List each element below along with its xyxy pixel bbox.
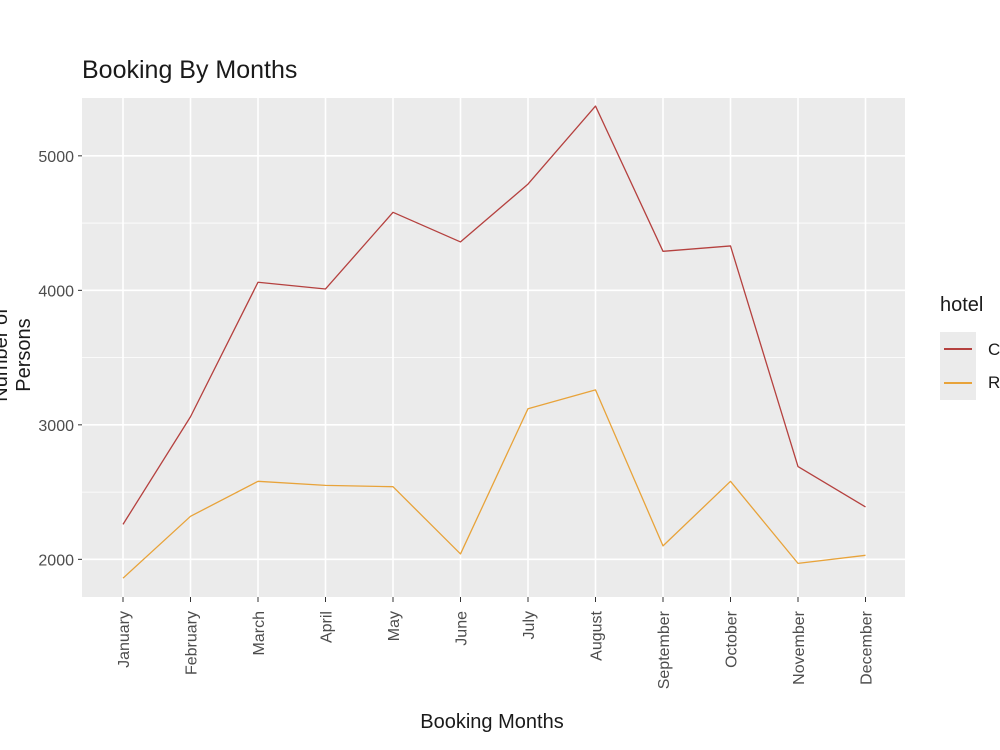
- x-tick-label: December: [859, 610, 876, 684]
- x-tick-label: February: [184, 611, 201, 675]
- legend-key-r: [940, 366, 976, 400]
- x-tick-label: March: [251, 611, 268, 655]
- x-tick-label: September: [656, 610, 673, 689]
- x-tick-label: May: [386, 611, 403, 641]
- x-tick-label: October: [724, 610, 741, 668]
- chart-title: Booking By Months: [82, 56, 298, 84]
- x-axis-label: Booking Months: [420, 711, 564, 733]
- x-tick-label: June: [454, 611, 471, 646]
- legend: hotel C R: [940, 292, 1000, 412]
- x-tick-label: January: [116, 611, 133, 668]
- y-tick-label: 5000: [38, 149, 74, 166]
- x-tick-label: April: [319, 611, 336, 643]
- y-tick-label: 3000: [38, 418, 74, 435]
- x-tick-label: November: [791, 610, 808, 684]
- series-line-r: [122, 389, 866, 579]
- legend-entry-c: C: [988, 340, 1000, 359]
- y-axis-label: Number of Persons: [0, 308, 35, 402]
- legend-key-c: [940, 332, 976, 366]
- y-tick-label: 4000: [38, 283, 74, 300]
- legend-swatch-r: [944, 382, 972, 384]
- legend-swatch-c: [944, 348, 972, 350]
- x-tick-label: August: [589, 610, 606, 660]
- y-tick-label: 2000: [38, 552, 74, 569]
- x-tick-label: July: [521, 611, 538, 639]
- plot-panel: [82, 98, 905, 597]
- legend-entry-r: R: [988, 373, 1000, 392]
- legend-title: hotel: [940, 294, 984, 316]
- series-line-c: [122, 105, 866, 525]
